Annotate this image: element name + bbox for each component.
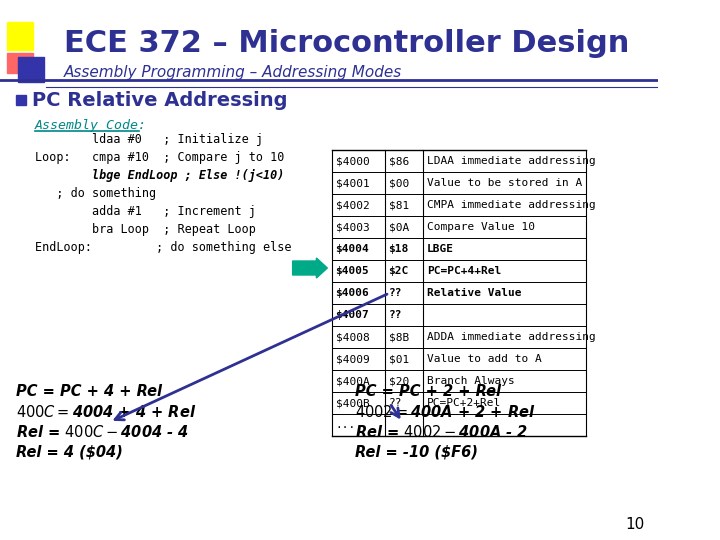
Bar — [332, 260, 586, 282]
Text: $4002: $4002 — [336, 200, 369, 210]
Text: Rel = 4 ($04): Rel = 4 ($04) — [17, 444, 123, 460]
Text: PC Relative Addressing: PC Relative Addressing — [32, 91, 287, 110]
Text: ; do something: ; do something — [35, 187, 156, 200]
Text: PC = PC + 2 + Rel: PC = PC + 2 + Rel — [355, 384, 501, 400]
Text: bra Loop  ; Repeat Loop: bra Loop ; Repeat Loop — [35, 224, 256, 237]
Text: ??: ?? — [389, 398, 402, 408]
Text: $400C = $4004 + 4 + Rel: $400C = $4004 + 4 + Rel — [17, 404, 197, 420]
Text: $2C: $2C — [389, 266, 409, 276]
Text: $01: $01 — [389, 354, 409, 364]
Bar — [18, 57, 44, 82]
Text: Compare Value 10: Compare Value 10 — [427, 222, 535, 232]
Text: PC=PC+2+Rel: PC=PC+2+Rel — [427, 398, 501, 408]
Text: $4006: $4006 — [336, 288, 369, 298]
Bar — [332, 172, 586, 194]
Text: Value to add to A: Value to add to A — [427, 354, 541, 364]
Text: $8B: $8B — [389, 332, 409, 342]
Text: $81: $81 — [389, 200, 409, 210]
Text: $4007: $4007 — [336, 310, 369, 320]
Bar — [332, 150, 586, 172]
Text: $4000: $4000 — [336, 156, 369, 166]
Text: $00: $00 — [389, 178, 409, 188]
Text: Value to be stored in A: Value to be stored in A — [427, 178, 582, 188]
Text: Relative Value: Relative Value — [427, 288, 521, 298]
Text: ??: ?? — [389, 310, 402, 320]
Text: $4003: $4003 — [336, 222, 369, 232]
Bar — [332, 216, 586, 238]
Bar — [7, 53, 33, 73]
FancyArrow shape — [292, 258, 328, 278]
Text: $4008: $4008 — [336, 332, 369, 342]
Text: Assembly Programming – Addressing Modes: Assembly Programming – Addressing Modes — [64, 64, 402, 79]
Bar — [332, 194, 586, 216]
Text: Loop:   cmpa #10  ; Compare j to 10: Loop: cmpa #10 ; Compare j to 10 — [35, 152, 284, 165]
Text: $20: $20 — [389, 376, 409, 386]
Text: 10: 10 — [626, 517, 644, 532]
Text: adda #1   ; Increment j: adda #1 ; Increment j — [35, 206, 256, 219]
Text: ...: ... — [336, 420, 356, 430]
Text: $4004: $4004 — [336, 244, 369, 254]
Bar — [332, 414, 586, 436]
Text: $0A: $0A — [389, 222, 409, 232]
Text: EndLoop:         ; do something else: EndLoop: ; do something else — [35, 241, 292, 254]
Bar — [7, 22, 33, 50]
Text: lbge EndLoop ; Else !(j<10): lbge EndLoop ; Else !(j<10) — [35, 170, 284, 183]
Text: Assembly Code:: Assembly Code: — [35, 118, 147, 132]
Text: Branch Always: Branch Always — [427, 376, 515, 386]
Text: PC=PC+4+Rel: PC=PC+4+Rel — [427, 266, 501, 276]
Text: $4002 = $400A + 2 + Rel: $4002 = $400A + 2 + Rel — [355, 404, 535, 420]
Bar — [17, 95, 26, 105]
Text: $86: $86 — [389, 156, 409, 166]
Bar — [332, 392, 586, 414]
Text: ldaa #0   ; Initialize j: ldaa #0 ; Initialize j — [35, 133, 263, 146]
Text: PC = PC + 4 + Rel: PC = PC + 4 + Rel — [17, 384, 163, 400]
Text: Rel = -10 ($F6): Rel = -10 ($F6) — [355, 444, 477, 460]
Bar — [332, 348, 586, 370]
Text: $4009: $4009 — [336, 354, 369, 364]
Text: $400A: $400A — [336, 376, 369, 386]
Bar — [332, 370, 586, 392]
Bar — [332, 304, 586, 326]
Text: $400B: $400B — [336, 398, 369, 408]
Text: Rel = $400C - $4004 - 4: Rel = $400C - $4004 - 4 — [17, 424, 189, 440]
Text: $4001: $4001 — [336, 178, 369, 188]
Bar — [332, 238, 586, 260]
Text: ADDA immediate addressing: ADDA immediate addressing — [427, 332, 595, 342]
Text: $4005: $4005 — [336, 266, 369, 276]
Bar — [332, 326, 586, 348]
Text: $18: $18 — [389, 244, 409, 254]
Bar — [332, 282, 586, 304]
Text: CMPA immediate addressing: CMPA immediate addressing — [427, 200, 595, 210]
Text: ECE 372 – Microcontroller Design: ECE 372 – Microcontroller Design — [64, 29, 629, 57]
Text: LBGE: LBGE — [427, 244, 454, 254]
Text: Rel = $4002 - $400A - 2: Rel = $4002 - $400A - 2 — [355, 424, 528, 440]
Text: ??: ?? — [389, 288, 402, 298]
Text: LDAA immediate addressing: LDAA immediate addressing — [427, 156, 595, 166]
